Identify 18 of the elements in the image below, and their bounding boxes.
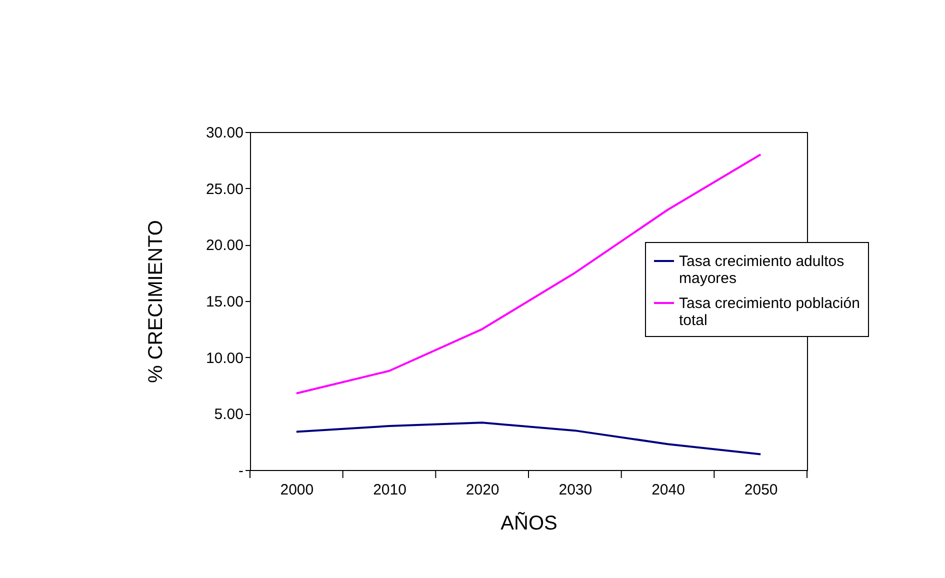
x-tick-label: 2050 xyxy=(744,482,778,498)
y-tick-label: 10.00 xyxy=(206,350,244,367)
x-tick-label: 2020 xyxy=(466,482,500,498)
y-tick-label: 25.00 xyxy=(206,180,244,198)
x-tick-label: 2040 xyxy=(652,482,685,498)
y-tick-label: 15.00 xyxy=(206,294,244,310)
line-series xyxy=(295,422,762,456)
y-tick-label: - xyxy=(238,462,244,480)
x-tick-label: 2010 xyxy=(373,482,406,498)
x-axis-title: AÑOS xyxy=(500,512,558,534)
y-tick-label: 30.00 xyxy=(206,124,244,142)
x-tick-label: 2030 xyxy=(558,482,592,498)
y-tick-label: 5.00 xyxy=(214,406,244,424)
legend-label: Tasa crecimiento adultos mayores xyxy=(679,253,844,287)
legend-label: Tasa crecimiento población total xyxy=(679,295,860,329)
y-axis-title: % CRECIMIENTO xyxy=(144,220,167,383)
x-tick-label: 2000 xyxy=(280,482,314,498)
y-tick-label: 20.00 xyxy=(206,237,244,254)
